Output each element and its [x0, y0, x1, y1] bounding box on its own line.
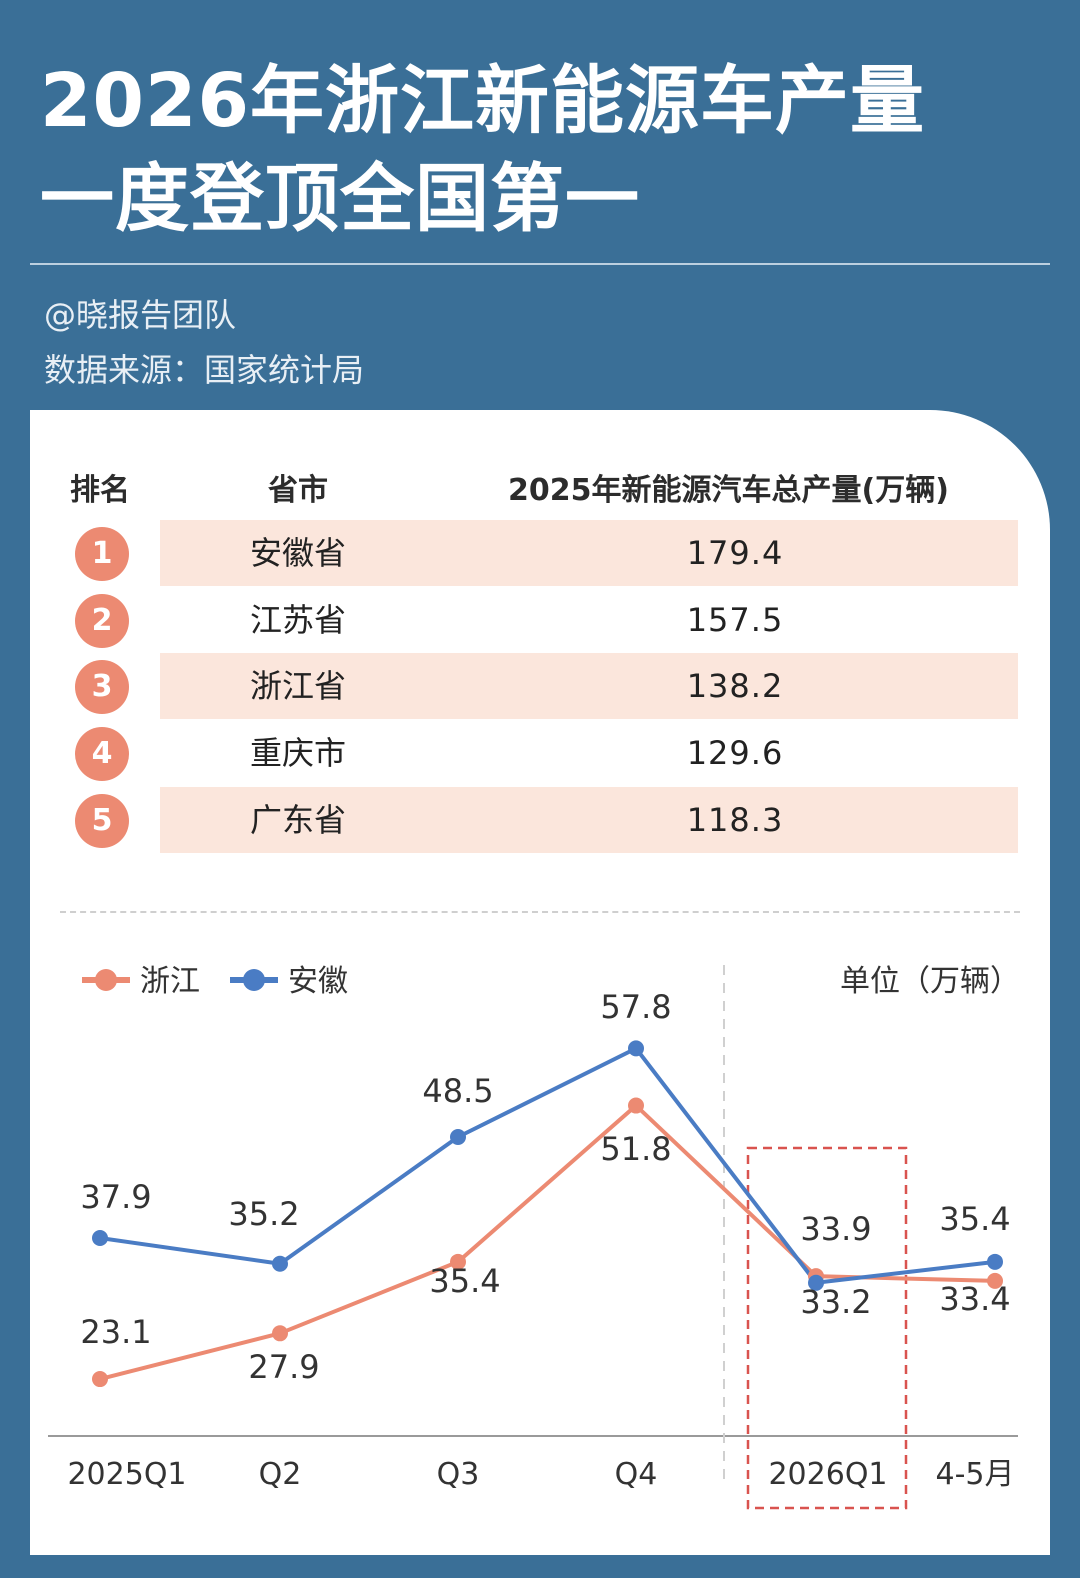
- highlight-box-2026q1: [746, 1146, 908, 1510]
- table-row: 3 浙江省 138.2: [0, 653, 1080, 719]
- table-row: 1 安徽省 179.4: [0, 520, 1080, 586]
- x-tick-label: 4-5月: [936, 1457, 1015, 1492]
- data-label-anhui: 35.4: [939, 1200, 1010, 1238]
- data-point-anhui: [92, 1230, 108, 1247]
- data-point-zhejiang: [272, 1325, 288, 1342]
- data-label-zhejiang: 51.8: [600, 1130, 671, 1168]
- section-divider: [60, 911, 1020, 913]
- data-point-anhui: [987, 1253, 1003, 1270]
- x-tick-label: Q4: [615, 1457, 658, 1492]
- rank-badge: 2: [75, 594, 129, 648]
- legend-label: 浙江: [140, 964, 200, 999]
- data-point-anhui: [808, 1274, 824, 1291]
- data-source: 数据来源：国家统计局: [44, 351, 365, 389]
- data-point-anhui: [450, 1128, 466, 1145]
- data-point-zhejiang: [987, 1272, 1003, 1289]
- production-value: 138.2: [686, 667, 784, 705]
- x-tick-label: Q3: [437, 1457, 480, 1492]
- data-point-zhejiang: [450, 1253, 466, 1270]
- x-tick-label: 2026Q1: [768, 1457, 887, 1492]
- content-card: [30, 410, 1050, 1555]
- production-value: 118.3: [686, 801, 784, 839]
- data-label-anhui: 48.5: [422, 1072, 493, 1110]
- production-value: 179.4: [686, 534, 784, 572]
- province-name: 重庆市: [250, 734, 347, 772]
- province-name: 安徽省: [250, 534, 347, 572]
- province-name: 江苏省: [250, 601, 347, 639]
- table-row: 5 广东省 118.3: [0, 787, 1080, 853]
- page-title: 2026年浙江新能源车产量 一度登顶全国第一: [40, 52, 925, 248]
- unit-label: 单位（万辆）: [840, 964, 1020, 999]
- data-label-zhejiang: 35.4: [429, 1262, 500, 1300]
- header-rank: 排名: [70, 473, 130, 508]
- data-label-zhejiang: 33.9: [800, 1210, 871, 1248]
- x-tick-label: 2025Q1: [67, 1457, 186, 1492]
- table-row: 4 重庆市 129.6: [0, 720, 1080, 786]
- series-line-anhui: [99, 1046, 996, 1285]
- author-credit: @晓报告团队: [44, 296, 237, 334]
- data-label-zhejiang: 33.4: [939, 1280, 1010, 1318]
- header-divider: [30, 263, 1050, 265]
- data-label-anhui: 37.9: [80, 1178, 151, 1216]
- header-production: 2025年新能源汽车总产量(万辆): [508, 473, 949, 508]
- data-point-anhui: [272, 1255, 288, 1272]
- production-value: 157.5: [686, 601, 784, 639]
- x-tick-label: Q2: [259, 1457, 302, 1492]
- rank-badge: 5: [75, 794, 129, 848]
- data-label-zhejiang: 27.9: [248, 1348, 319, 1386]
- legend-swatch-dot: [95, 969, 117, 991]
- data-point-anhui: [628, 1040, 644, 1057]
- rank-badge: 1: [75, 527, 129, 581]
- rank-badge: 4: [75, 727, 129, 781]
- rank-badge: 3: [75, 660, 129, 714]
- legend-swatch-dot: [243, 969, 265, 991]
- data-point-zhejiang: [628, 1097, 644, 1114]
- data-label-anhui: 33.2: [800, 1283, 871, 1321]
- province-name: 广东省: [250, 801, 347, 839]
- legend-label: 安徽: [288, 964, 348, 999]
- production-value: 129.6: [686, 734, 784, 772]
- table-row: 2 江苏省 157.5: [0, 587, 1080, 653]
- data-point-zhejiang: [92, 1371, 108, 1388]
- data-label-anhui: 57.8: [600, 988, 671, 1026]
- province-name: 浙江省: [250, 667, 347, 705]
- title-line-1: 2026年浙江新能源车产量: [40, 58, 925, 144]
- title-line-2: 一度登顶全国第一: [40, 156, 640, 242]
- header-province: 省市: [268, 473, 328, 508]
- data-label-anhui: 35.2: [228, 1195, 299, 1233]
- series-line-zhejiang: [99, 1103, 996, 1381]
- data-label-zhejiang: 23.1: [80, 1313, 151, 1351]
